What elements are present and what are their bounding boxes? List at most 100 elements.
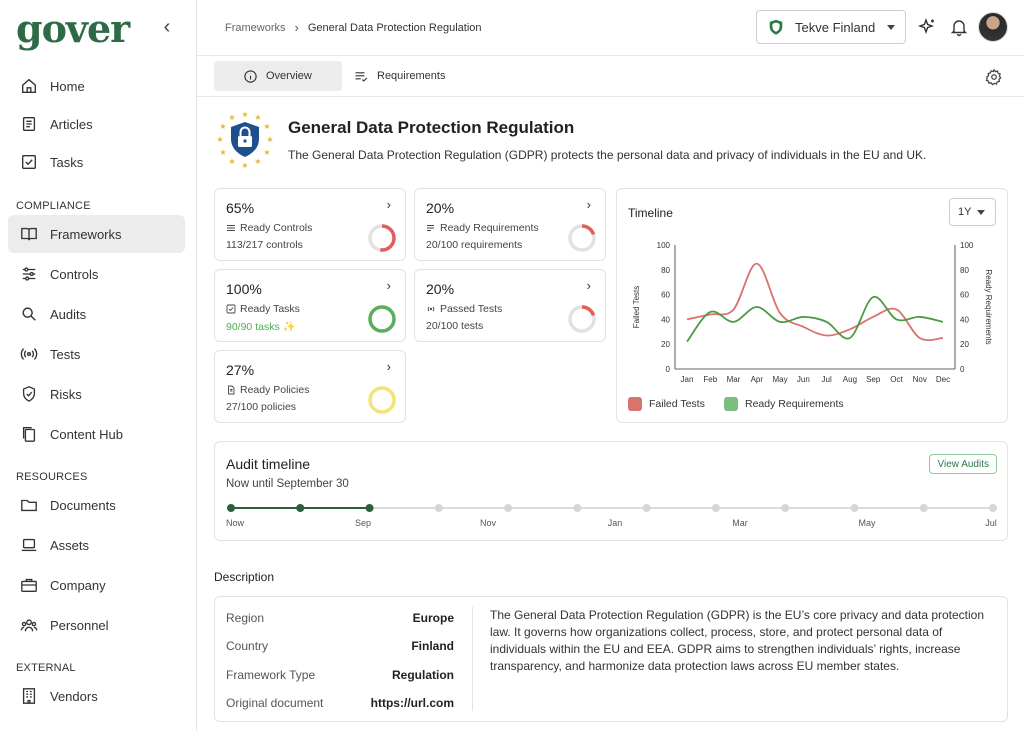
- stat-subtext: 27/100 policies: [226, 401, 297, 413]
- timeline-chart: 0 0 20 20 40 40 60 60 80 80 100 100 Jan Feb Mar Apr May J…: [632, 241, 993, 384]
- collapse-sidebar-icon[interactable]: ‹: [163, 16, 171, 38]
- timeline-range-select[interactable]: 1Y: [949, 198, 996, 226]
- legend-label: Failed Tests: [649, 398, 705, 410]
- bell-icon[interactable]: [949, 17, 969, 37]
- x-tick-label: Jan: [681, 375, 694, 384]
- stat-label-row: Ready Controls: [226, 222, 312, 234]
- sidebar-item-label: Frameworks: [50, 226, 122, 242]
- tab-requirements[interactable]: Requirements: [354, 61, 474, 91]
- stat-subtext: 113/217 controls: [226, 239, 303, 251]
- track-point: [919, 504, 928, 512]
- stat-card-ready-tasks[interactable]: 100% › Ready Tasks 90/90 tasks ✨: [214, 269, 406, 342]
- stat-percentage: 27%: [226, 362, 255, 378]
- progress-ring: [568, 224, 596, 252]
- y-right-tick-label: 0: [960, 365, 965, 374]
- view-audits-button[interactable]: View Audits: [929, 454, 997, 474]
- audit-tick-label: Now: [225, 518, 245, 528]
- breadcrumb: Frameworks › General Data Protection Reg…: [225, 20, 482, 35]
- sidebar-item-audits[interactable]: Audits: [8, 295, 185, 333]
- sidebar-item-assets[interactable]: Assets: [8, 526, 185, 564]
- track-point: [850, 504, 859, 512]
- sidebar-item-label: Tests: [50, 346, 81, 362]
- x-tick-label: Oct: [890, 375, 903, 384]
- svg-text:★: ★: [228, 113, 235, 122]
- series-line: [686, 296, 944, 343]
- list-check-icon: [427, 225, 434, 231]
- eu-lock-emblem-icon: ★ ★ ★ ★ ★ ★ ★ ★ ★ ★ ★ ★: [216, 110, 273, 170]
- sidebar-item-label: Assets: [50, 537, 90, 553]
- gear-icon[interactable]: [985, 68, 1003, 86]
- track-point: [989, 504, 997, 512]
- sidebar-item-tests[interactable]: Tests: [8, 335, 185, 373]
- tasks-icon: [22, 155, 36, 169]
- y-left-tick-label: 20: [661, 340, 670, 349]
- sidebar-item-vendors[interactable]: Vendors: [8, 677, 185, 715]
- field-key: Original document: [226, 696, 324, 710]
- sidebar-item-content-hub[interactable]: Content Hub: [8, 415, 185, 453]
- legend-swatch: [724, 397, 738, 411]
- stat-card-ready-policies[interactable]: 27% › Ready Policies 27/100 policies: [214, 350, 406, 423]
- audit-progress-track: [227, 504, 997, 512]
- sidebar-item-articles[interactable]: Articles: [8, 105, 185, 143]
- stat-card-ready-requirements[interactable]: 20% › Ready Requirements 20/100 requirem…: [414, 188, 606, 261]
- star-ring: ★ ★ ★ ★ ★ ★ ★ ★ ★ ★ ★ ★: [216, 110, 273, 170]
- legend-item-failed-tests[interactable]: Failed Tests: [628, 397, 705, 411]
- legend-item-ready-requirements[interactable]: Ready Requirements: [724, 397, 844, 411]
- app-logo[interactable]: gover: [16, 6, 130, 51]
- building-icon: [22, 688, 36, 704]
- breadcrumb-frameworks[interactable]: Frameworks: [225, 21, 286, 34]
- dropdown-arrow-icon: [977, 209, 986, 215]
- svg-text:★: ★: [241, 161, 248, 170]
- original-document-link[interactable]: https://url.com: [370, 696, 454, 710]
- stat-percentage: 20%: [426, 200, 455, 216]
- x-tick-label: Nov: [913, 375, 927, 384]
- sidebar-item-personnel[interactable]: Personnel: [8, 606, 185, 644]
- x-tick-label: Feb: [703, 375, 717, 384]
- chevron-right-icon: ›: [294, 20, 299, 35]
- field-value: Europe: [412, 611, 454, 625]
- track-point: [296, 504, 305, 512]
- tab-overview[interactable]: Overview: [214, 61, 342, 91]
- page-description: The General Data Protection Regulation (…: [288, 148, 927, 162]
- sidebar-item-company[interactable]: Company: [8, 566, 185, 604]
- sidebar-item-label: Tasks: [50, 154, 84, 170]
- chevron-right-icon: ›: [386, 197, 391, 212]
- stat-label-row: Ready Policies: [226, 384, 309, 396]
- y-left-axis-label: Failed Tests: [632, 286, 641, 329]
- dropdown-arrow-icon: [887, 24, 895, 30]
- progress-ring: [368, 224, 396, 252]
- sidebar-item-tasks[interactable]: Tasks: [8, 143, 185, 181]
- shield-icon: [22, 386, 36, 402]
- sidebar-item-home[interactable]: Home: [8, 67, 185, 105]
- page-title: General Data Protection Regulation: [288, 118, 575, 137]
- sliders-icon: [227, 225, 235, 231]
- sidebar-item-frameworks[interactable]: Frameworks: [8, 215, 185, 253]
- x-tick-label: Dec: [936, 375, 950, 384]
- section-heading-compliance: COMPLIANCE: [16, 200, 91, 212]
- stat-card-ready-controls[interactable]: 65% › Ready Controls 113/217 controls: [214, 188, 406, 261]
- audit-subtitle: Now until September 30: [226, 478, 349, 490]
- field-key: Region: [226, 611, 265, 625]
- search-icon: [22, 307, 36, 321]
- progress-ring: [368, 305, 396, 333]
- y-right-tick-label: 20: [960, 340, 969, 349]
- stat-card-passed-tests[interactable]: 20% › Passed Tests 20/100 tests: [414, 269, 606, 342]
- track-point: [711, 504, 720, 512]
- audit-tick-label: Sep: [354, 518, 372, 528]
- user-avatar[interactable]: [978, 12, 1008, 42]
- sidebar-item-controls[interactable]: Controls: [8, 255, 185, 293]
- organization-selector[interactable]: Tekve Finland: [756, 10, 906, 44]
- breadcrumb-current: General Data Protection Regulation: [307, 21, 482, 34]
- sparkle-icon[interactable]: [917, 17, 937, 37]
- field-value: Regulation: [392, 668, 454, 682]
- description-text: The General Data Protection Regulation (…: [490, 608, 985, 673]
- sidebar-item-documents[interactable]: Documents: [8, 486, 185, 524]
- tab-label: Requirements: [377, 70, 446, 82]
- stat-subtext: 20/100 tests: [426, 320, 484, 332]
- track-point: [781, 504, 790, 512]
- sidebar-item-risks[interactable]: Risks: [8, 375, 185, 413]
- stat-label: Ready Requirements: [440, 222, 539, 234]
- y-right-axis-label: Ready Requirements: [984, 269, 993, 344]
- series-line: [686, 262, 944, 341]
- audit-tick-label: Nov: [479, 518, 497, 528]
